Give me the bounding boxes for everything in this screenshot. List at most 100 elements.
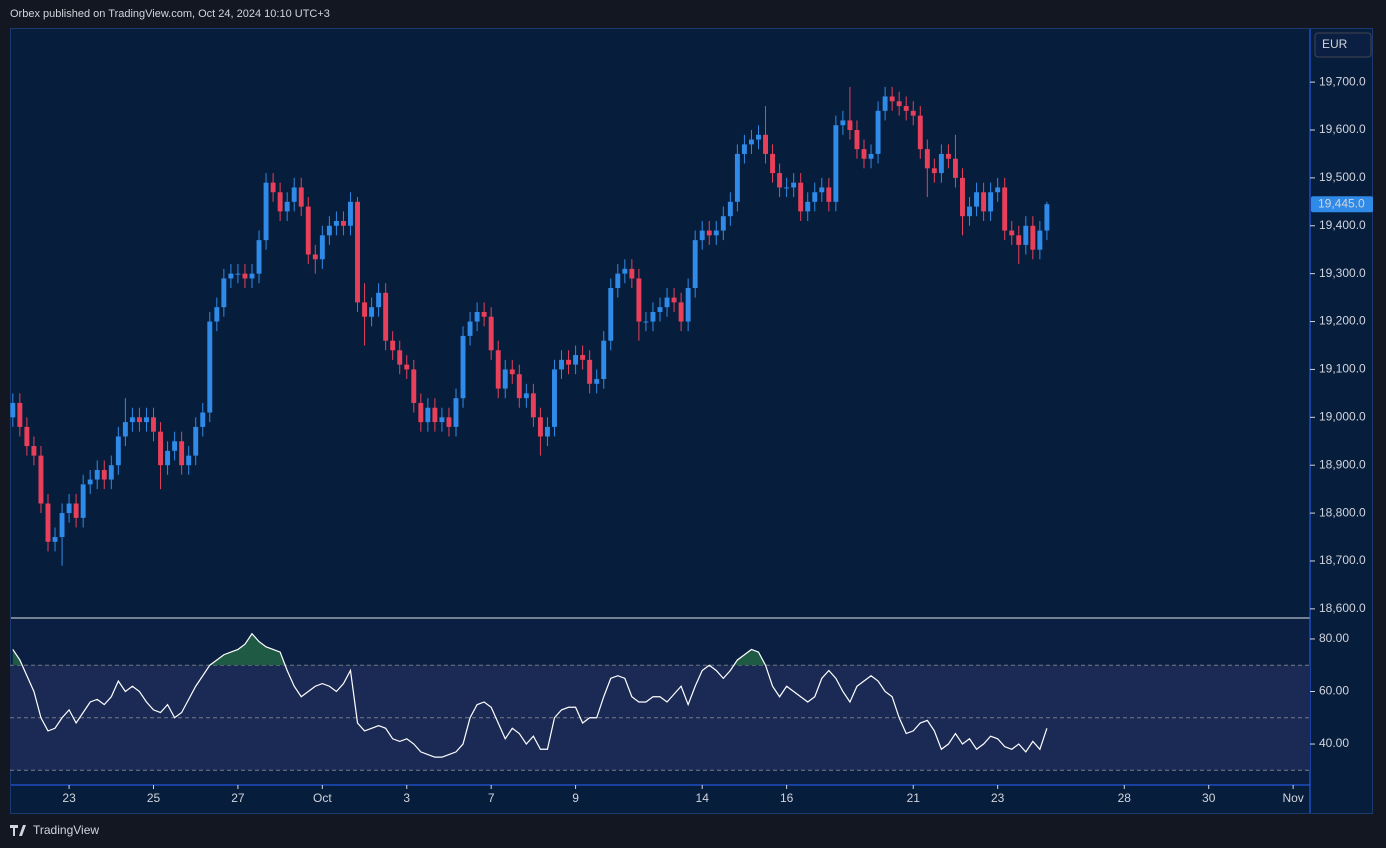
candle-body [917,115,923,150]
candle-body [573,355,579,365]
candle-body [495,350,501,389]
y-tick-label: 19,200.0 [1319,314,1366,328]
candle-body [425,407,431,423]
candle-body [945,153,951,159]
y-tick-label: 19,700.0 [1319,74,1366,88]
candle-body [1030,225,1036,250]
candle-body [847,120,853,130]
y-tick-label: 19,400.0 [1319,218,1366,232]
candle-body [727,201,733,217]
candle-body [348,201,353,226]
candle-body [770,153,776,174]
candle-body [186,455,192,466]
candle-body [38,455,44,504]
candle-body [502,369,508,389]
x-tick-label: 21 [907,791,921,805]
logo [10,825,26,836]
candle-body [664,297,670,308]
candle-body [819,187,825,193]
candle-body [559,359,564,370]
candle-body [981,192,987,212]
candle-body [207,321,213,413]
candle-body [73,503,79,518]
candle-body [52,537,58,542]
x-tick-label: 14 [696,791,710,805]
candle-body [763,134,768,154]
candle-body [587,359,593,384]
candle-body [967,206,972,217]
candle-body [840,120,846,126]
candle-body [45,503,51,542]
candle-body [938,153,944,174]
candle-body [756,134,761,140]
candle-body [566,359,572,365]
candle-body [404,364,410,370]
candle-body [615,273,621,289]
last-price-box [1311,196,1373,213]
candle-body [362,302,368,317]
candle-body [129,417,135,423]
candle-body [298,187,304,207]
candle-body [537,417,543,437]
candle-body [439,417,445,423]
candle-body [741,144,747,154]
candle-body [397,350,403,365]
candle-body [622,268,628,274]
candle-body [720,216,726,231]
candle-body [657,307,663,312]
candle-body [1009,230,1015,236]
candle-body [80,484,86,518]
candle-body [418,402,424,423]
rsi-band [10,665,1310,771]
currency-box[interactable] [1314,32,1372,58]
candle-body [974,192,980,207]
candle-body [158,431,164,466]
candle-body [699,230,705,241]
candle-body [235,273,241,275]
y-tick-label: 19,600.0 [1319,122,1366,136]
candle-body [826,187,832,202]
candle-body [369,307,375,317]
y-tick-label: 18,900.0 [1319,457,1366,471]
y-tick-label: 19,300.0 [1319,266,1366,280]
candle-body [277,192,283,212]
candle-body [995,187,1001,193]
candle-body [66,503,72,514]
candle-body [748,139,754,145]
candle-body [291,187,297,202]
y-tick-label: 60.00 [1319,684,1349,698]
candle-body [376,292,382,308]
candle-body [798,182,804,212]
currency: EUR [1322,37,1348,51]
x-tick-label: Oct [313,791,332,805]
candle-body [467,321,473,336]
y-tick-label: 80.00 [1319,631,1349,645]
candle-body [31,446,37,456]
candle-body [734,153,740,202]
candle-body [643,321,649,323]
x-tick-label: 27 [231,791,245,805]
candle-body [671,297,677,303]
candle-body [889,96,895,102]
candle-body [242,273,248,279]
candle-body [952,158,958,178]
y-tick-label: 19,500.0 [1319,170,1366,184]
candle-body [390,340,396,351]
candle-body [882,96,888,111]
candle-body [432,407,438,423]
candle-body [1002,187,1008,231]
candle-body [509,369,515,375]
footer: TradingView [33,823,99,837]
candle-body [833,125,839,202]
candle-body [256,240,262,274]
candle-body [228,273,234,279]
candle-body [193,426,199,456]
x-tick-label: Nov [1282,791,1303,805]
candle-body [812,192,818,202]
candle-body [136,417,142,423]
candle-body [530,393,536,418]
candle-body [10,402,16,418]
candle-body [636,278,642,322]
candle-body [340,220,346,226]
